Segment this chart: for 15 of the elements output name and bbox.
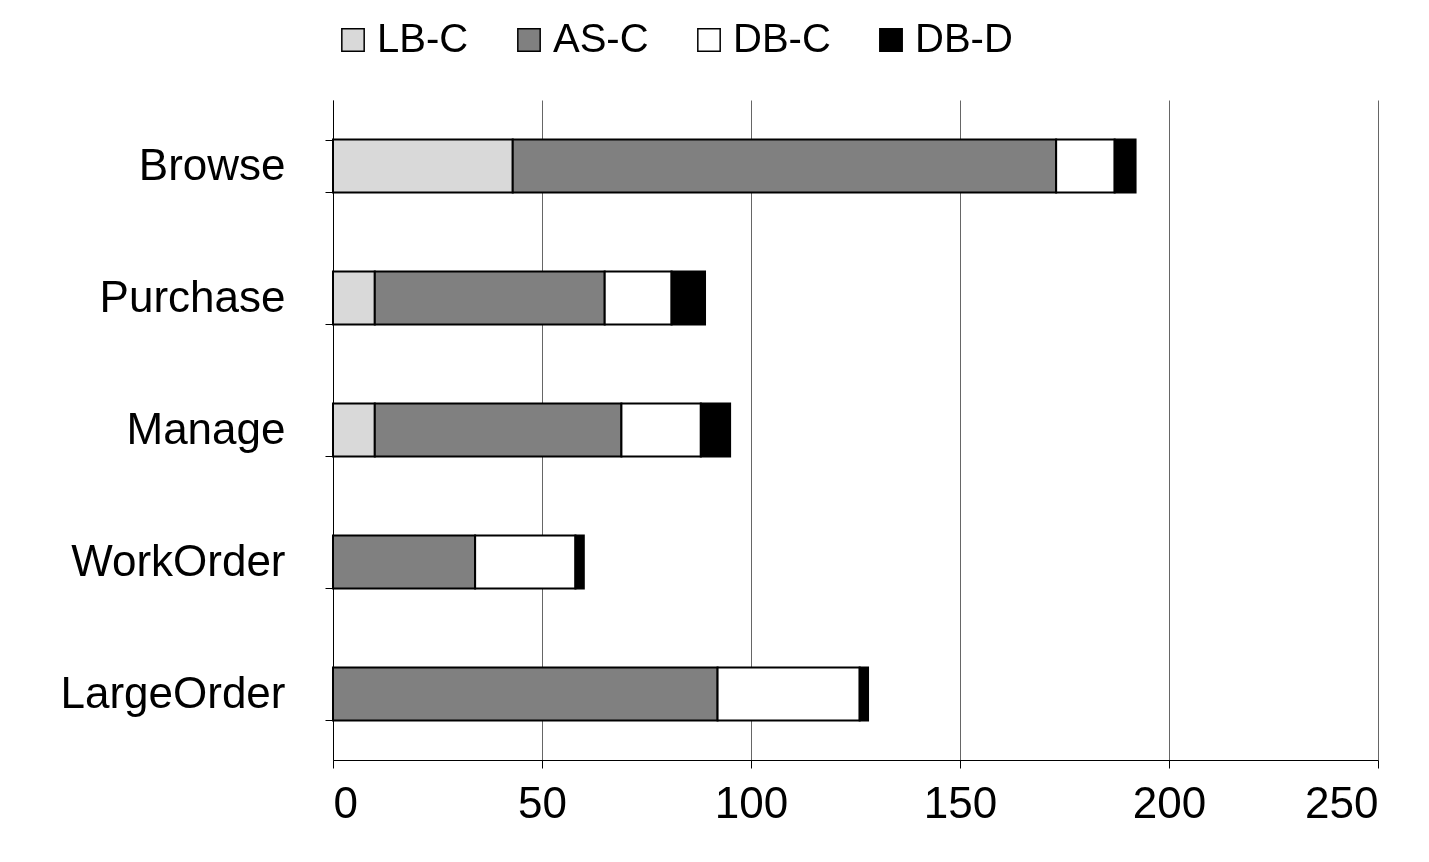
x-tick-label: 100: [714, 777, 789, 827]
x-tick-label: 0: [333, 777, 358, 827]
x-tick-label: 50: [518, 777, 567, 827]
y-tick-label: Purchase: [99, 271, 286, 321]
legend-label: DB-D: [915, 16, 1013, 60]
x-tick-label: 200: [1132, 777, 1207, 827]
y-tick-label: Browse: [138, 139, 286, 189]
legend-label: AS-C: [553, 16, 649, 60]
legend-label: DB-C: [733, 16, 831, 60]
x-tick-label: 250: [1305, 777, 1379, 827]
y-tick-label: LargeOrder: [60, 667, 286, 717]
x-tick-label: 150: [923, 777, 998, 827]
y-tick-label: Manage: [126, 403, 286, 453]
legend-label: LB-C: [377, 16, 469, 60]
y-tick-label: WorkOrder: [71, 535, 286, 585]
